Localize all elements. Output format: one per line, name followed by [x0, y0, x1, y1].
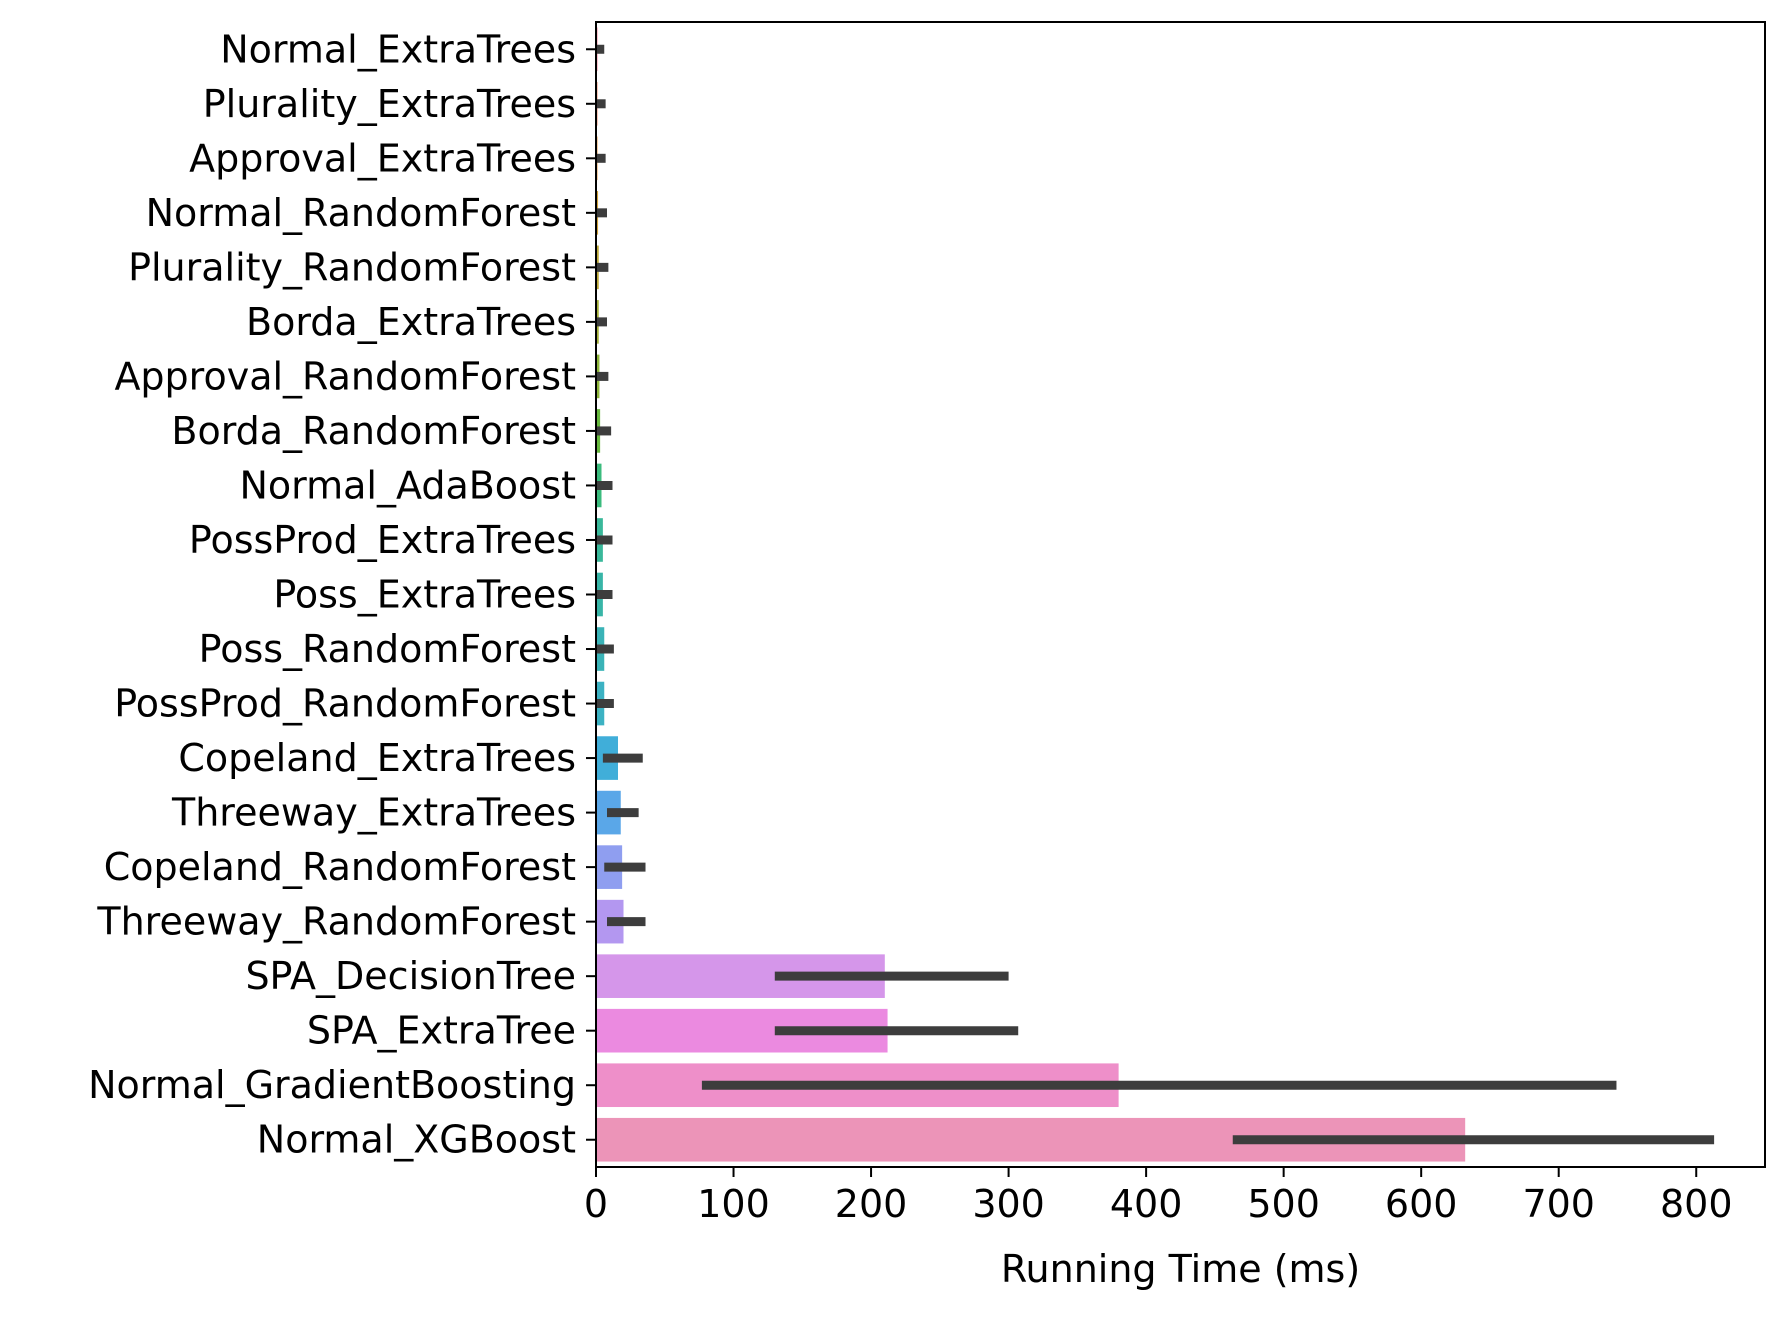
- y-tick-label: PossProd_ExtraTrees: [189, 518, 576, 562]
- x-tick-label: 600: [1385, 1182, 1458, 1226]
- y-tick-label: SPA_DecisionTree: [245, 954, 576, 998]
- y-tick-label: Normal_AdaBoost: [240, 463, 577, 507]
- x-tick-label: 300: [972, 1182, 1045, 1226]
- x-axis: 0 100 200 300 400 500 600 700 800: [584, 1167, 1733, 1226]
- x-tick-label: 400: [1110, 1182, 1183, 1226]
- x-tick-label: 200: [835, 1182, 908, 1226]
- x-tick-label: 800: [1660, 1182, 1733, 1226]
- x-tick-label: 700: [1522, 1182, 1595, 1226]
- y-tick-label: Normal_XGBoost: [257, 1118, 576, 1162]
- y-tick-label: Threeway_ExtraTrees: [171, 791, 576, 835]
- y-tick-label: Normal_RandomForest: [146, 191, 576, 235]
- y-tick-label: Borda_RandomForest: [171, 409, 576, 453]
- y-tick-label: Approval_ExtraTrees: [189, 136, 576, 180]
- error-bars-group: [596, 44, 1715, 1145]
- y-tick-label: Poss_RandomForest: [199, 627, 576, 671]
- y-axis: Normal_ExtraTrees Plurality_ExtraTrees App…: [88, 27, 596, 1162]
- y-tick-label: Poss_ExtraTrees: [273, 573, 576, 617]
- y-tick-label: PossProd_RandomForest: [114, 682, 576, 726]
- y-tick-label: Copeland_ExtraTrees: [178, 736, 576, 780]
- y-tick-label: Normal_GradientBoosting: [88, 1063, 576, 1107]
- y-tick-label: Normal_ExtraTrees: [220, 27, 576, 71]
- bars-group: [596, 27, 1466, 1162]
- y-tick-label: SPA_ExtraTree: [307, 1009, 576, 1053]
- x-tick-label: 0: [584, 1182, 608, 1226]
- y-tick-label: Approval_RandomForest: [114, 354, 576, 398]
- y-tick-label: Plurality_ExtraTrees: [203, 82, 576, 126]
- x-tick-label: 500: [1247, 1182, 1320, 1226]
- x-tick-label: 100: [697, 1182, 770, 1226]
- x-axis-label: Running Time (ms): [1001, 1247, 1360, 1291]
- y-tick-label: Copeland_RandomForest: [104, 845, 576, 889]
- y-tick-label: Threeway_RandomForest: [96, 900, 576, 944]
- y-tick-label: Plurality_RandomForest: [128, 245, 576, 289]
- y-tick-label: Borda_ExtraTrees: [246, 300, 576, 344]
